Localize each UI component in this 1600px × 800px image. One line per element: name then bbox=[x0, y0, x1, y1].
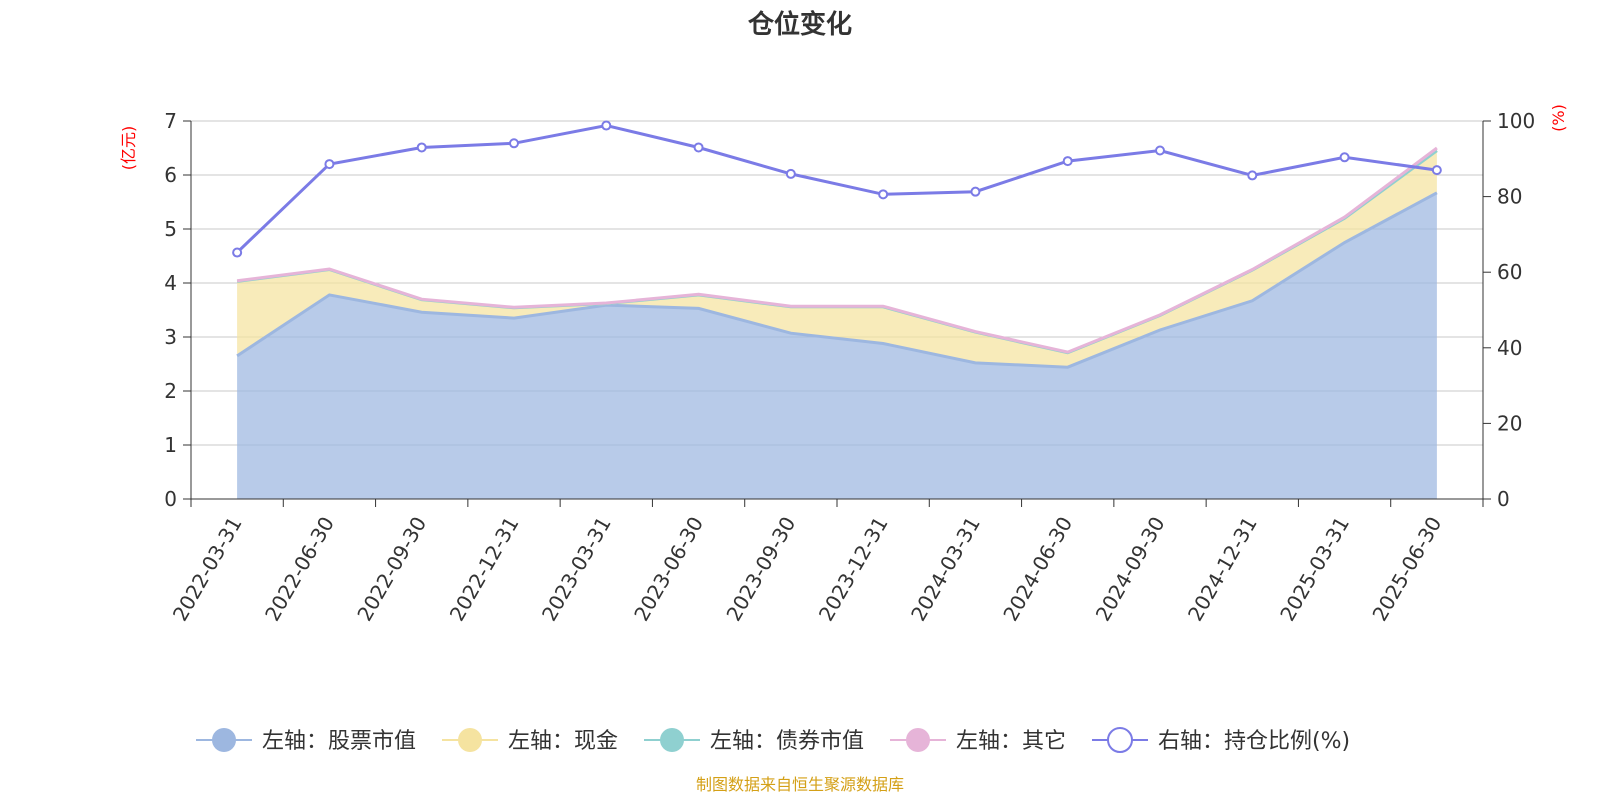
left-tick-label: 1 bbox=[164, 433, 177, 457]
position-ratio-point bbox=[970, 186, 981, 197]
left-tick-label: 4 bbox=[164, 271, 177, 295]
x-tick-label: 2024-12-31 bbox=[1183, 513, 1262, 626]
legend-marker bbox=[660, 728, 684, 752]
line-series bbox=[232, 120, 1442, 369]
legend-label: 左轴：股票市值 bbox=[262, 729, 416, 754]
data-source-note: 制图数据来自恒生聚源数据库 bbox=[696, 775, 904, 794]
position-ratio-point bbox=[785, 168, 796, 179]
area-series bbox=[237, 148, 1437, 500]
right-tick-label: 0 bbox=[1497, 487, 1510, 511]
x-tick-label: 2022-12-31 bbox=[445, 513, 524, 626]
x-tick-label: 2024-09-30 bbox=[1091, 513, 1170, 626]
legend-marker bbox=[212, 728, 236, 752]
x-tick-label: 2023-12-31 bbox=[814, 513, 893, 626]
left-tick-label: 6 bbox=[164, 163, 177, 187]
area-edge-line bbox=[236, 146, 1438, 354]
area-edge-line bbox=[236, 191, 1438, 369]
legend-label: 左轴：现金 bbox=[508, 729, 618, 754]
x-tick-label: 2023-06-30 bbox=[629, 513, 708, 626]
left-tick-label: 5 bbox=[164, 217, 177, 241]
position-ratio-point bbox=[1062, 156, 1073, 167]
right-tick-label: 80 bbox=[1497, 185, 1522, 209]
x-tick-label: 2022-06-30 bbox=[260, 513, 339, 626]
area-左轴：股票市值 bbox=[237, 192, 1437, 500]
area-左轴：现金 bbox=[237, 150, 1437, 368]
right-tick-label: 20 bbox=[1497, 411, 1522, 435]
left-tick-label: 0 bbox=[164, 487, 177, 511]
position-ratio-point bbox=[1155, 145, 1165, 156]
position-ratio-point bbox=[416, 142, 427, 153]
position-ratio-point bbox=[232, 247, 243, 258]
x-tick-label: 2023-03-31 bbox=[537, 513, 616, 626]
position-ratio-point bbox=[1339, 152, 1350, 163]
x-tick-label: 2024-06-30 bbox=[998, 513, 1077, 626]
legend-marker bbox=[1107, 727, 1133, 753]
legend-label: 左轴：债券市值 bbox=[710, 729, 864, 754]
position-ratio-point bbox=[509, 138, 519, 149]
x-tick-label: 2025-03-31 bbox=[1275, 513, 1354, 626]
position-ratio-point bbox=[324, 159, 335, 170]
position-ratio-point bbox=[878, 189, 889, 200]
legend: 左轴：股票市值 左轴：现金 左轴：债券市值 左轴：其它 右轴：持仓比例(%) bbox=[196, 727, 1350, 754]
left-tick-label: 2 bbox=[164, 379, 177, 403]
legend-label: 右轴：持仓比例(%) bbox=[1158, 729, 1350, 754]
position-ratio-point bbox=[601, 120, 612, 131]
x-tick-label: 2025-06-30 bbox=[1367, 513, 1446, 626]
position-ratio-point bbox=[1431, 165, 1442, 176]
right-tick-label: 40 bbox=[1497, 336, 1522, 360]
right-axis-unit: (%) bbox=[1549, 104, 1568, 132]
position-ratio-line bbox=[236, 123, 1438, 254]
right-tick-label: 100 bbox=[1497, 109, 1535, 133]
left-tick-label: 7 bbox=[164, 109, 177, 133]
left-tick-label: 3 bbox=[164, 325, 177, 349]
x-tick-label: 2022-09-30 bbox=[352, 513, 431, 626]
position-ratio-point bbox=[693, 142, 704, 153]
legend-marker bbox=[906, 728, 930, 752]
x-tick-label: 2024-03-31 bbox=[906, 513, 985, 626]
chart-title: 仓位变化 bbox=[747, 9, 852, 40]
right-tick-label: 60 bbox=[1497, 260, 1522, 284]
legend-label: 左轴：其它 bbox=[956, 729, 1066, 754]
position-ratio-point bbox=[1247, 170, 1258, 181]
left-axis-unit: (亿元) bbox=[119, 126, 138, 171]
legend-marker bbox=[458, 728, 482, 752]
x-tick-label: 2023-09-30 bbox=[721, 513, 800, 626]
x-tick-label: 2022-03-31 bbox=[168, 513, 247, 626]
